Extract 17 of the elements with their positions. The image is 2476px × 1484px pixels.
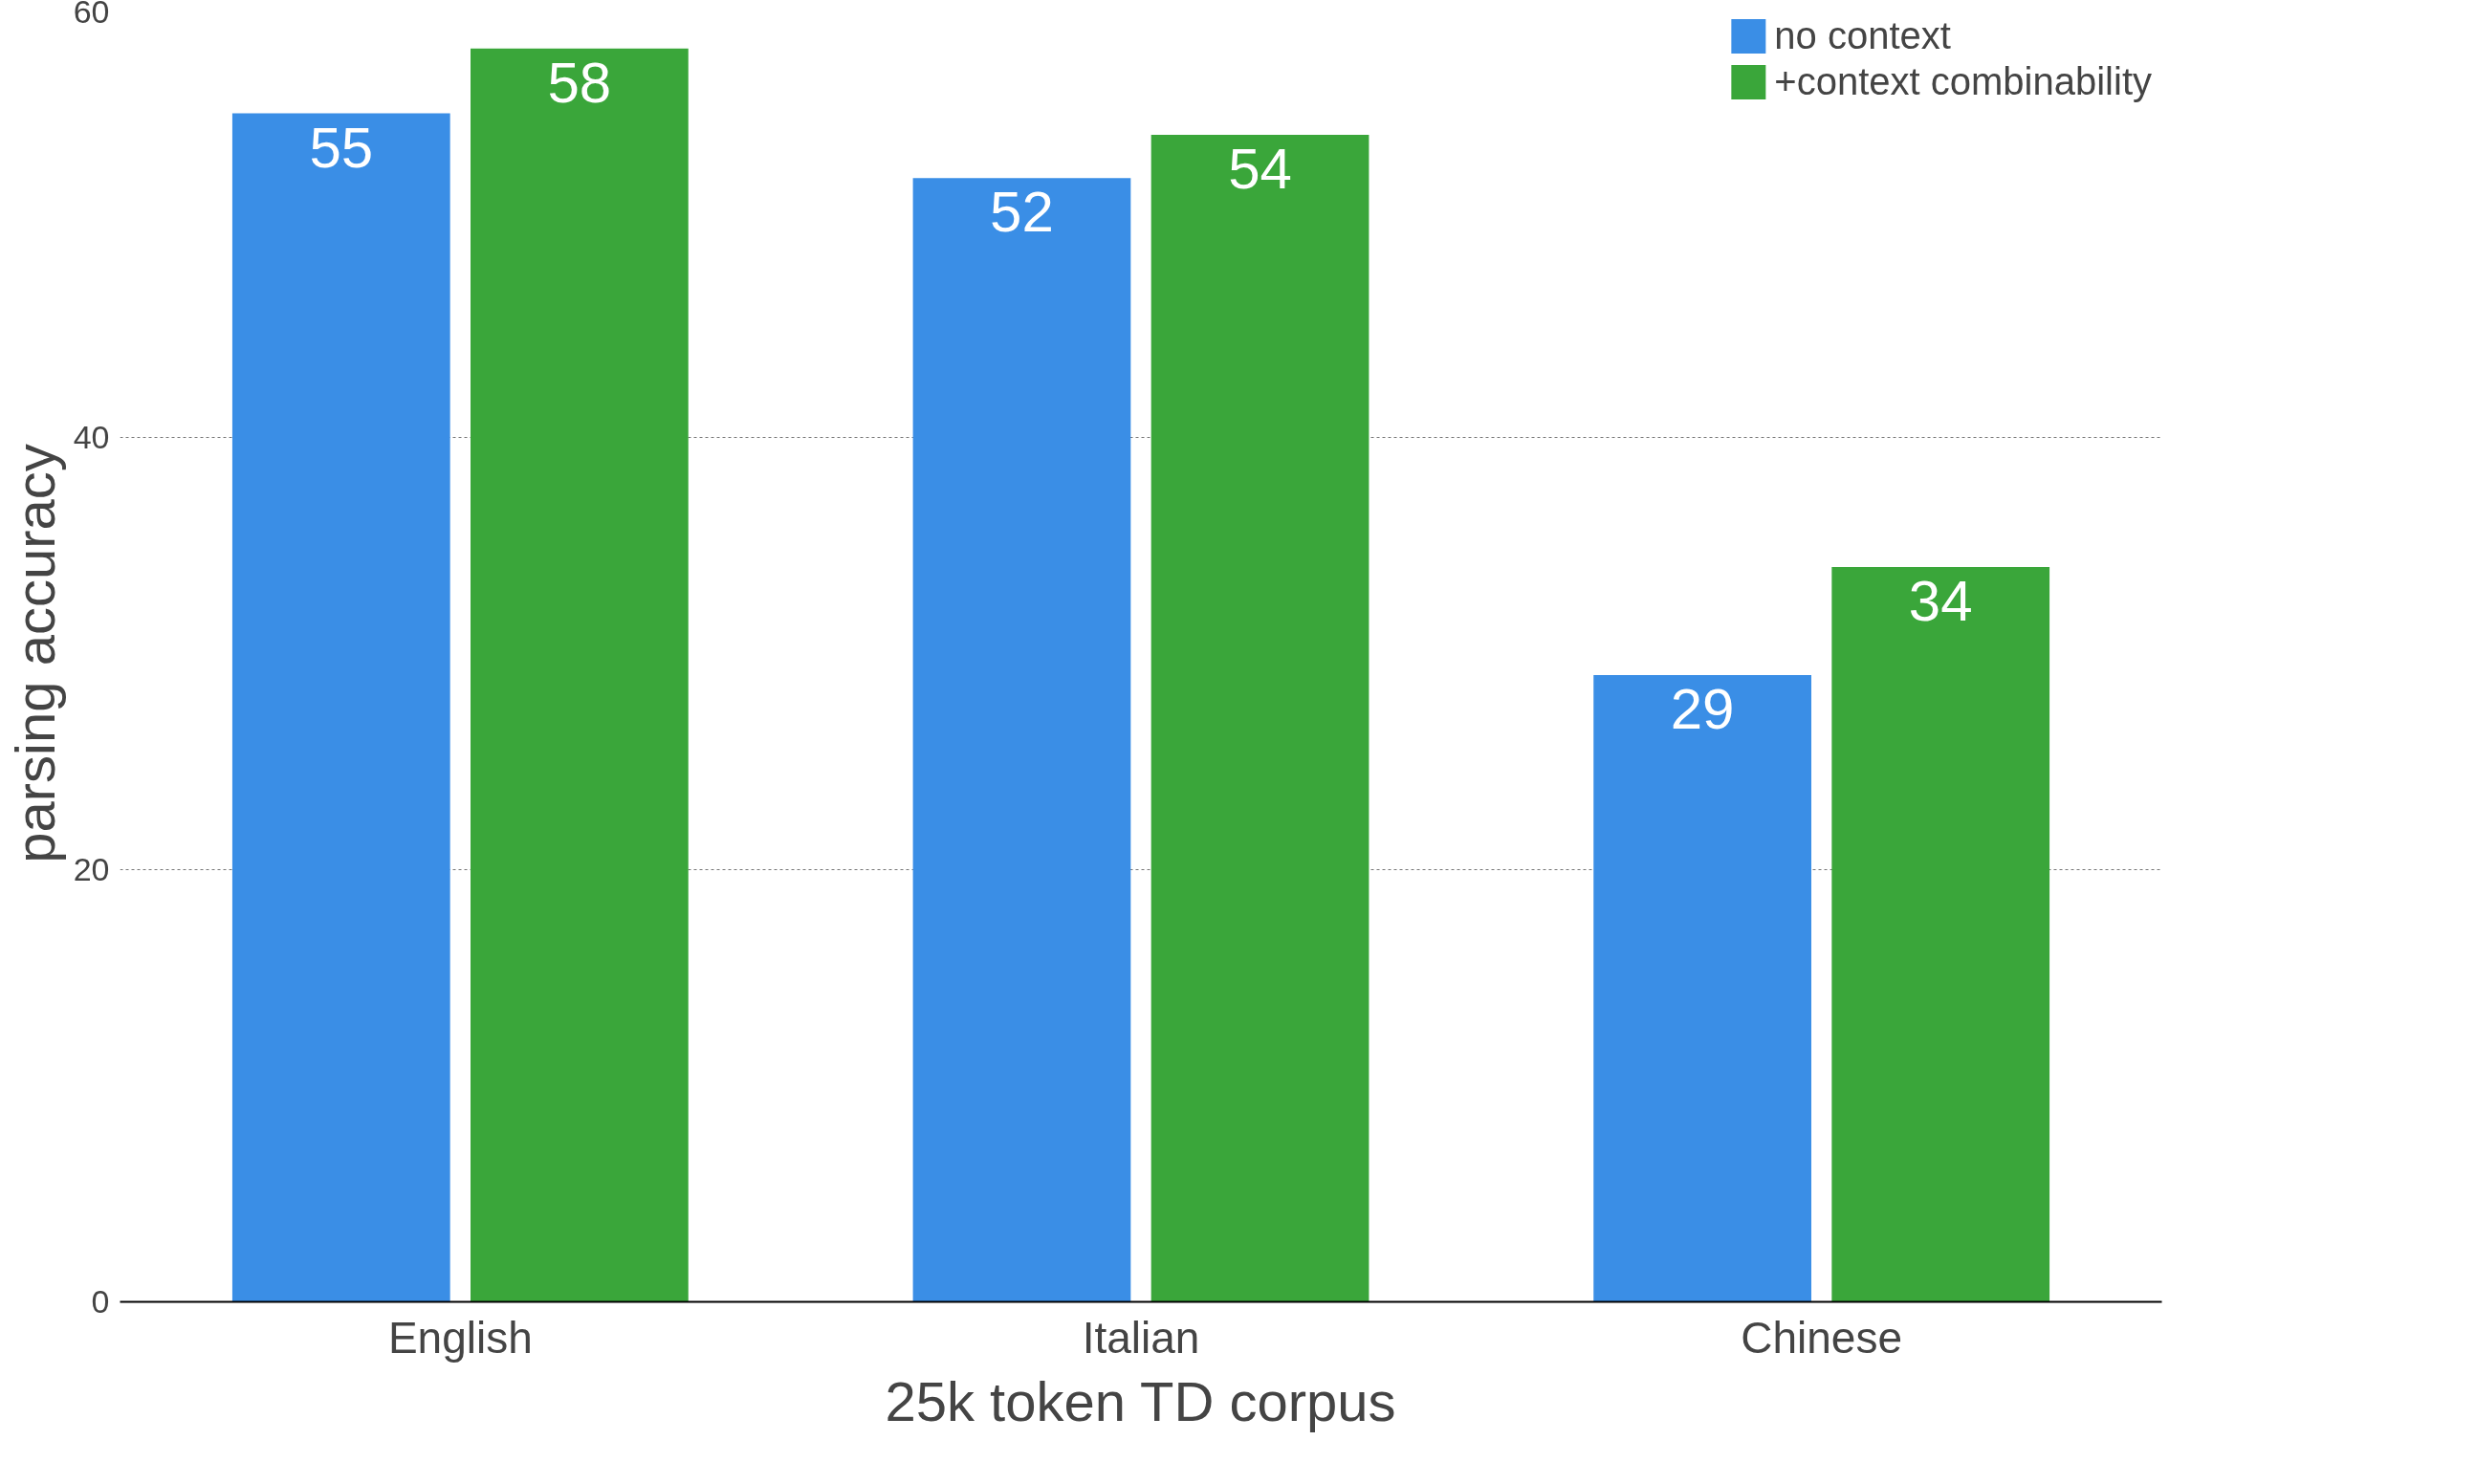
y-axis-title: parsing accuracy: [3, 444, 66, 863]
data-label: 58: [547, 50, 612, 115]
y-tick-label: 20: [73, 851, 110, 887]
data-label: 34: [1908, 569, 1973, 634]
legend-label: +context combinability: [1774, 60, 2152, 103]
data-label: 29: [1670, 677, 1735, 742]
x-tick-label: Italian: [1082, 1312, 1200, 1363]
data-label: 52: [990, 180, 1054, 245]
y-tick-label: 0: [91, 1283, 110, 1320]
data-label: 54: [1228, 137, 1292, 202]
x-tick-label: English: [387, 1312, 533, 1363]
data-label: 55: [309, 115, 374, 180]
y-tick-label: 40: [73, 419, 110, 455]
x-axis-title: 25k token TD corpus: [885, 1369, 1396, 1432]
x-tick-label: Chinese: [1741, 1312, 1903, 1363]
y-tick-label: 60: [73, 0, 110, 30]
legend-label: no context: [1774, 14, 1951, 57]
